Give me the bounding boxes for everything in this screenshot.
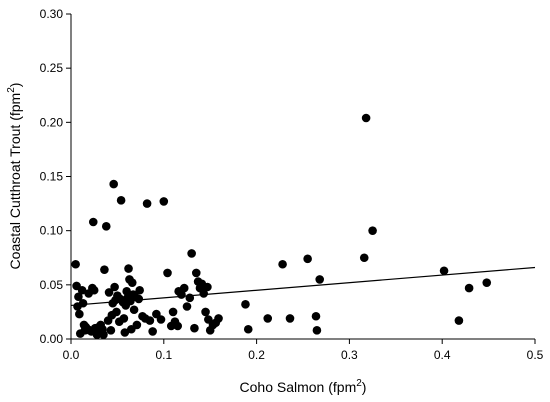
data-point: [199, 289, 209, 298]
data-point: [359, 253, 369, 263]
data-point: [201, 307, 210, 317]
y-axis-ticks: 0.00 0.05 0.10 0.15 0.20 0.25 0.30: [40, 7, 71, 346]
data-point: [439, 266, 449, 276]
y-axis-label: Coastal Cutthroat Trout (fpm2): [6, 83, 23, 270]
x-tick-label: 0.2: [248, 348, 265, 362]
data-point: [368, 226, 377, 235]
data-point: [74, 292, 83, 302]
data-point: [112, 307, 121, 317]
data-point: [173, 321, 183, 331]
data-point: [179, 283, 189, 293]
data-point: [124, 264, 133, 273]
data-point: [464, 283, 474, 293]
data-point: [454, 316, 464, 325]
data-point: [241, 300, 250, 309]
data-point: [127, 278, 137, 287]
data-point: [99, 330, 108, 339]
data-point: [89, 285, 99, 295]
data-point: [482, 278, 492, 287]
data-point: [71, 259, 80, 269]
data-point: [214, 314, 223, 323]
data-point: [278, 259, 287, 269]
data-point: [75, 309, 84, 319]
y-tick-label: 0.25: [40, 61, 64, 75]
data-point: [122, 287, 131, 296]
data-point: [106, 326, 116, 335]
data-point: [168, 307, 178, 317]
x-axis-ticks: 0.0 0.1 0.2 0.3 0.4 0.5: [63, 339, 544, 362]
data-point: [116, 196, 126, 205]
y-tick-label: 0.00: [40, 332, 64, 346]
data-point: [190, 323, 199, 333]
data-point: [119, 314, 129, 323]
data-point: [101, 222, 111, 231]
data-point: [191, 268, 201, 278]
data-point: [243, 324, 253, 334]
y-tick-label: 0.30: [40, 7, 64, 21]
data-point: [156, 315, 166, 324]
data-point: [148, 327, 157, 336]
trend-line: [70, 266, 536, 307]
data-point: [315, 275, 325, 284]
data-point: [135, 285, 144, 295]
data-point: [132, 320, 142, 330]
data-point: [203, 282, 212, 292]
x-axis-label: Coho Salmon (fpm2): [240, 378, 367, 395]
data-point: [312, 326, 322, 335]
data-point: [285, 314, 295, 323]
x-tick-label: 0.4: [434, 348, 451, 362]
y-tick-label: 0.15: [40, 170, 64, 184]
data-point: [100, 265, 109, 274]
data-point: [78, 298, 88, 308]
x-tick-label: 0.3: [341, 348, 358, 362]
data-point: [311, 311, 321, 321]
data-point: [303, 254, 312, 264]
data-point: [88, 217, 98, 227]
y-tick-label: 0.05: [40, 278, 64, 292]
data-point: [110, 282, 119, 292]
data-point: [104, 288, 114, 297]
x-tick-label: 0.0: [63, 348, 80, 362]
data-point: [134, 294, 144, 304]
y-tick-label: 0.10: [40, 224, 64, 238]
data-point: [159, 197, 169, 206]
data-point: [142, 199, 152, 208]
y-tick-label: 0.20: [40, 115, 64, 129]
data-point: [145, 316, 155, 325]
x-tick-label: 0.5: [527, 348, 544, 362]
data-point: [185, 293, 195, 303]
data-point: [187, 249, 196, 258]
data-point: [77, 285, 87, 295]
data-point: [129, 305, 139, 315]
data-point: [361, 113, 371, 123]
data-point: [109, 179, 118, 189]
data-point: [120, 328, 130, 337]
data-point: [263, 314, 273, 323]
x-tick-label: 0.1: [155, 348, 172, 362]
data-point: [182, 302, 192, 311]
data-points: [71, 113, 492, 339]
data-point: [163, 268, 172, 278]
